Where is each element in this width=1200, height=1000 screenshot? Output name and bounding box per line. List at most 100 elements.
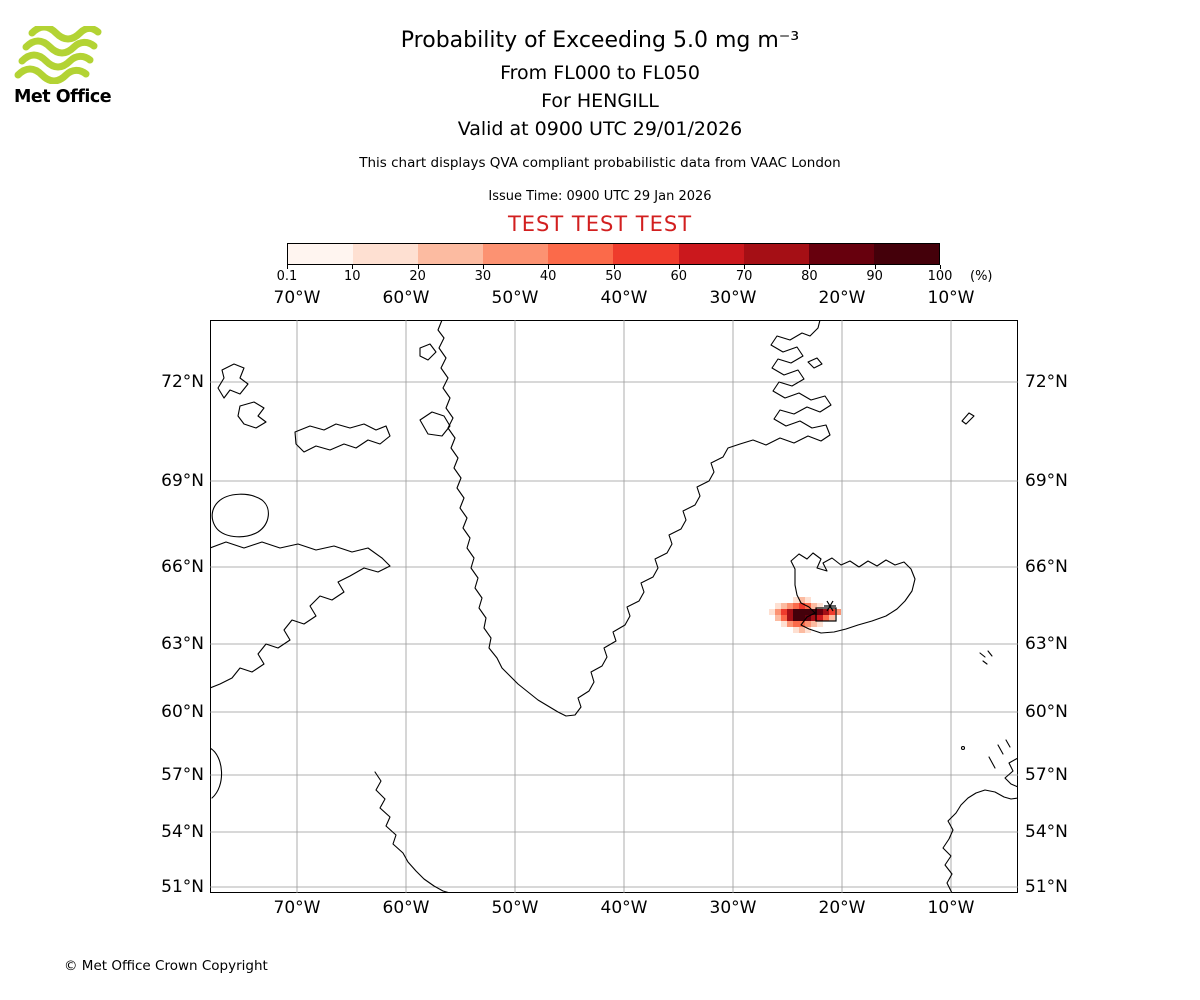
lat-label: 57°N [161, 765, 204, 785]
subtitle-location: For HENGILL [541, 90, 659, 112]
plume-cell [799, 603, 805, 609]
lat-label: 54°N [161, 822, 204, 842]
plume-cell [787, 609, 793, 615]
qva-note: This chart displays QVA compliant probab… [359, 155, 841, 171]
colorbar-segment-8 [808, 244, 874, 264]
plume-cell [823, 609, 829, 615]
colorbar-tickmark [417, 265, 419, 269]
plume-cell [811, 621, 817, 627]
lat-label: 66°N [1025, 557, 1068, 577]
lat-label: 72°N [1025, 372, 1068, 392]
plume-cell [799, 627, 805, 633]
plume-cell [775, 609, 781, 615]
lat-label: 72°N [161, 372, 204, 392]
plume-cell [781, 609, 787, 615]
test-banner: TEST TEST TEST [507, 212, 693, 236]
coast-ireland [942, 789, 1019, 894]
colorbar [287, 243, 940, 265]
coast-left-edge-arc [209, 747, 223, 799]
logo-wordmark: Met Office [14, 87, 112, 107]
coast-arctic-island-b [237, 401, 267, 429]
colorbar-tick-label: 20 [409, 269, 426, 284]
lon-label: 50°W [491, 288, 539, 308]
hengill-marker-star [824, 600, 836, 612]
colorbar-segment-7 [743, 244, 809, 264]
logo-wave [14, 65, 90, 84]
coast-oval-island [211, 493, 269, 538]
plume-cell [811, 603, 817, 609]
colorbar-tickmark [548, 265, 550, 269]
plume-cell [769, 609, 775, 615]
coast-bylot [294, 423, 391, 453]
plume-cell [781, 603, 787, 609]
lat-labels-left: 72°N 69°N 66°N 63°N 60°N 57°N 54°N 51°N [128, 320, 204, 897]
plume-cell [805, 627, 811, 633]
plume-cell [775, 603, 781, 609]
plume-cell [817, 603, 823, 609]
plume-cell [829, 615, 835, 621]
plume-cell [787, 603, 793, 609]
lat-label: 66°N [161, 557, 204, 577]
colorbar-tick-label: 10 [344, 269, 361, 284]
colorbar-tick-label: 70 [735, 269, 753, 284]
plume-cell [793, 603, 799, 609]
page-title: Probability of Exceeding 5.0 mg m⁻³ [400, 28, 800, 53]
coast-greenland [437, 319, 832, 717]
colorbar-segment-4 [548, 244, 614, 264]
logo-wave [28, 26, 102, 43]
lon-label: 20°W [818, 898, 866, 918]
colorbar-tickmark [940, 265, 941, 269]
plume-cell [793, 621, 799, 627]
lon-labels-bottom: 70°W 60°W 50°W 40°W 30°W 20°W 10°W [210, 898, 1018, 920]
plume-cell [817, 609, 823, 615]
map [209, 319, 1019, 894]
lat-label: 54°N [1025, 822, 1068, 842]
graticule [210, 320, 1018, 893]
map-area [209, 319, 1019, 894]
met-office-logo-waves [14, 26, 102, 84]
colorbar-tickmark [287, 265, 288, 269]
header: Probability of Exceeding 5.0 mg m⁻³ From… [0, 28, 1200, 236]
plume-cell [805, 621, 811, 627]
lat-label: 69°N [161, 471, 204, 491]
plume-cell [805, 615, 811, 621]
plume-cell [817, 621, 823, 627]
lon-label: 20°W [818, 288, 866, 308]
plume-cell [799, 615, 805, 621]
coast-scoresby-islet [807, 357, 823, 369]
lat-label: 63°N [1025, 634, 1068, 654]
plume-cell [781, 615, 787, 621]
lat-labels-right: 72°N 69°N 66°N 63°N 60°N 57°N 54°N 51°N [1025, 320, 1101, 897]
colorbar-tick-label: 80 [801, 269, 818, 284]
map-border [210, 320, 1018, 893]
colorbar-tickmark [352, 265, 354, 269]
colorbar-tick-label: 60 [670, 269, 688, 284]
lon-label: 60°W [382, 898, 430, 918]
lat-label: 51°N [161, 877, 204, 897]
colorbar-ticks: 0.1 10 20 30 40 50 60 70 80 90 100 [277, 265, 952, 285]
plume-cell [835, 609, 841, 615]
copyright-text: © Met Office Crown Copyright [64, 958, 268, 974]
lon-label: 70°W [273, 898, 321, 918]
coast-hebrides [988, 739, 1011, 769]
colorbar-tickmark [809, 265, 811, 269]
coast-jan-mayen [961, 412, 975, 425]
colorbar-segment-2 [418, 244, 484, 264]
colorbar-tickmark [678, 265, 680, 269]
coast-iceland [790, 552, 916, 634]
plume-cell [793, 597, 799, 603]
colorbar-tickmark [744, 265, 746, 269]
plume-cell [799, 609, 805, 615]
plume-cell [775, 615, 781, 621]
plume-cell [805, 597, 811, 603]
coastlines [209, 319, 1019, 894]
coast-greenland-islet [419, 343, 437, 361]
lon-label: 60°W [382, 288, 430, 308]
colorbar-tick-label: 90 [866, 269, 883, 284]
colorbar-tick-label: 30 [474, 269, 492, 284]
met-office-logo: Met Office [14, 26, 124, 107]
plume-cell [799, 597, 805, 603]
plume-cell [793, 609, 799, 615]
coast-labrador [374, 771, 451, 894]
colorbar-segment-6 [678, 244, 744, 264]
